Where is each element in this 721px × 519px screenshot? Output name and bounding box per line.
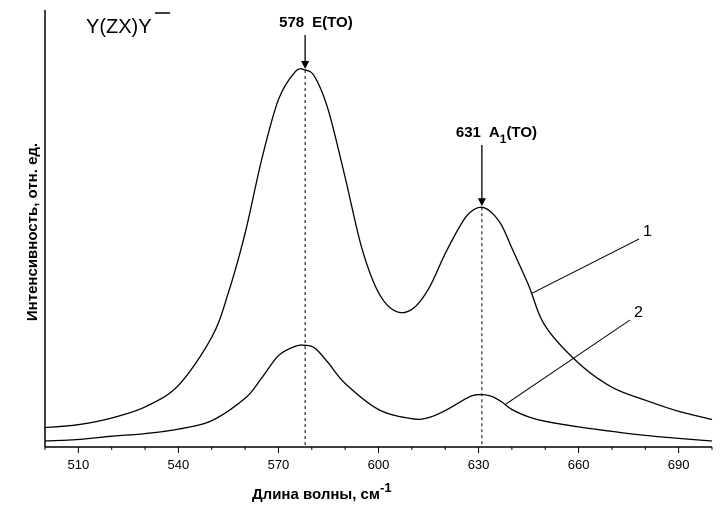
x-tick-label: 630 (468, 457, 490, 472)
series-layer: 12 (44, 68, 713, 442)
annotation-layer: 578 E(TO) 631 A1(TO) (279, 14, 537, 207)
annotation-arrowhead-631 (477, 198, 486, 207)
annotation-label-578: 578 E(TO) (279, 14, 353, 31)
x-tick-label: 660 (568, 457, 590, 472)
x-tick-label: 540 (168, 457, 190, 472)
x-tick-label: 510 (67, 457, 89, 472)
x-axis-title-exponent: -1 (380, 480, 392, 495)
series-2-leader (504, 319, 631, 405)
x-tick-label: 600 (368, 457, 390, 472)
series-2-label: 2 (634, 304, 643, 321)
x-tick-label: 690 (668, 457, 690, 472)
x-tick-label: 570 (268, 457, 290, 472)
corner-label: Y(ZX)Y (86, 16, 152, 38)
x-ticks: 510 540 570 600 630 660 690 (44, 447, 713, 472)
series-1-line (44, 68, 713, 429)
reference-lines (304, 70, 483, 447)
series-1-leader (531, 238, 640, 294)
x-axis-title: Длина волны, см-1 (252, 480, 392, 503)
annotation-label-631: 631 A1(TO) (456, 124, 537, 146)
series-1-label: 1 (643, 223, 652, 240)
series-2-line (44, 344, 713, 442)
plot-frame (44, 10, 712, 448)
annotation-arrowhead-578 (301, 61, 310, 69)
y-axis-title: Интенсивность, отн. ед. (24, 143, 41, 321)
